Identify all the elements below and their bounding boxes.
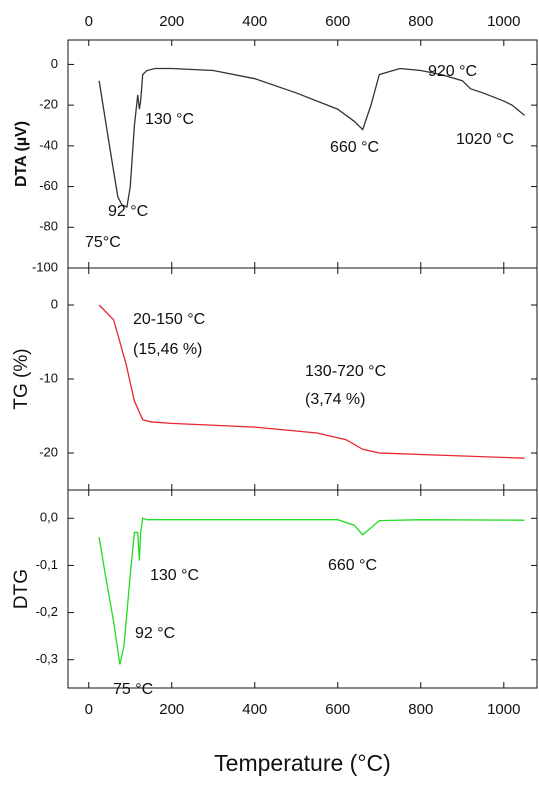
x-tick-label: 200 (159, 13, 184, 30)
y-axis-label: DTA (µV) (13, 121, 30, 187)
y-tick-label: 0,0 (40, 510, 58, 525)
data-line (98, 67, 525, 208)
x-tick-label: 0 (85, 701, 93, 718)
y-tick-label: 0 (51, 296, 58, 311)
y-axis-label: DTG (11, 569, 32, 609)
y-tick-label: -40 (39, 137, 58, 152)
x-tick-label: 200 (159, 701, 184, 718)
annotation: (15,46 %) (133, 341, 202, 358)
x-tick-label: 800 (408, 701, 433, 718)
data-line (98, 517, 525, 665)
annotation: 920 °C (428, 63, 477, 80)
annotation: 130 °C (145, 111, 194, 128)
x-tick-label: 400 (242, 13, 267, 30)
y-tick-label: 0 (51, 56, 58, 71)
annotation: 1020 °C (456, 131, 514, 148)
data-line (98, 304, 525, 459)
y-tick-label: -80 (39, 219, 58, 234)
annotation: 92 °C (135, 625, 175, 642)
annotation: 660 °C (330, 139, 379, 156)
y-tick-label: -0,2 (36, 604, 58, 619)
x-tick-label: 600 (325, 701, 350, 718)
y-axis-label: TG (%) (11, 348, 32, 409)
y-tick-label: -20 (39, 97, 58, 112)
x-tick-label: 0 (85, 13, 93, 30)
panel-frame (67, 489, 538, 689)
annotation: 75 °C (113, 681, 153, 698)
y-tick-label: -0,1 (36, 557, 58, 572)
y-tick-label: -10 (39, 370, 58, 385)
x-axis-label: Temperature (°C) (214, 750, 391, 776)
x-tick-label: 600 (325, 13, 350, 30)
x-tick-label: 1000 (487, 13, 520, 30)
annotation: 660 °C (328, 557, 377, 574)
annotation: 130 °C (150, 567, 199, 584)
y-tick-label: -100 (32, 259, 58, 274)
y-tick-label: -20 (39, 444, 58, 459)
annotation: 75°C (85, 234, 121, 251)
x-tick-label: 400 (242, 701, 267, 718)
x-tick-label: 800 (408, 13, 433, 30)
x-tick-label: 1000 (487, 701, 520, 718)
annotation: 20-150 °C (133, 311, 205, 328)
annotation: 92 °C (108, 203, 148, 220)
annotation: 130-720 °C (305, 363, 386, 380)
y-tick-label: -0,3 (36, 651, 58, 666)
annotation: (3,74 %) (305, 391, 365, 408)
y-tick-label: -60 (39, 178, 58, 193)
